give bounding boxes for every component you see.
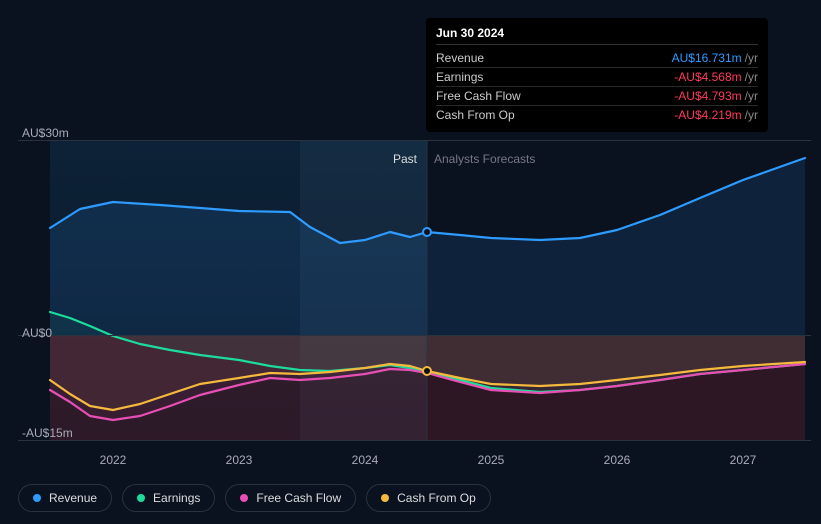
x-axis-label: 2022	[100, 453, 127, 467]
forecast-label: Analysts Forecasts	[434, 152, 535, 166]
gridline	[18, 440, 811, 441]
tooltip-date: Jun 30 2024	[436, 26, 758, 45]
tooltip-row-value: -AU$4.793m/yr	[674, 89, 758, 103]
chart-legend: Revenue Earnings Free Cash Flow Cash From O…	[18, 484, 491, 512]
legend-label: Cash From Op	[397, 491, 476, 505]
y-axis-label: AU$0	[22, 326, 52, 340]
x-axis-label: 2023	[226, 453, 253, 467]
tooltip-row-label: Earnings	[436, 70, 483, 84]
legend-item-revenue[interactable]: Revenue	[18, 484, 112, 512]
legend-label: Revenue	[49, 491, 97, 505]
tooltip-row: Cash From Op -AU$4.219m/yr	[436, 106, 758, 124]
x-axis-label: 2025	[478, 453, 505, 467]
legend-item-cfo[interactable]: Cash From Op	[366, 484, 491, 512]
tooltip-row: Earnings -AU$4.568m/yr	[436, 68, 758, 87]
tooltip-row-value: AU$16.731m/yr	[672, 51, 758, 65]
x-axis-label: 2027	[730, 453, 757, 467]
legend-dot-icon	[240, 494, 248, 502]
x-axis-label: 2024	[352, 453, 379, 467]
x-axis-label: 2026	[604, 453, 631, 467]
hover-dot-cfo	[422, 366, 432, 376]
legend-label: Free Cash Flow	[256, 491, 341, 505]
legend-dot-icon	[381, 494, 389, 502]
tooltip-row-value: -AU$4.568m/yr	[674, 70, 758, 84]
tooltip-row: Free Cash Flow -AU$4.793m/yr	[436, 87, 758, 106]
tooltip-row-label: Free Cash Flow	[436, 89, 521, 103]
y-axis-label: AU$30m	[22, 126, 69, 140]
tooltip-row-label: Revenue	[436, 51, 484, 65]
tooltip-row-label: Cash From Op	[436, 108, 515, 122]
past-label: Past	[393, 152, 417, 166]
gridline	[18, 335, 811, 336]
earnings-revenue-chart: AU$30m AU$0 -AU$15m 2022 2023 2024 2025 2026 20…	[0, 0, 821, 524]
hover-dot-revenue	[422, 227, 432, 237]
legend-dot-icon	[33, 494, 41, 502]
legend-label: Earnings	[153, 491, 200, 505]
tooltip-row: Revenue AU$16.731m/yr	[436, 49, 758, 68]
gridline	[18, 140, 811, 141]
chart-tooltip: Jun 30 2024 Revenue AU$16.731m/yr Earnings…	[426, 18, 768, 132]
y-axis-label: -AU$15m	[22, 426, 73, 440]
tooltip-row-value: -AU$4.219m/yr	[674, 108, 758, 122]
legend-dot-icon	[137, 494, 145, 502]
legend-item-fcf[interactable]: Free Cash Flow	[225, 484, 356, 512]
legend-item-earnings[interactable]: Earnings	[122, 484, 215, 512]
